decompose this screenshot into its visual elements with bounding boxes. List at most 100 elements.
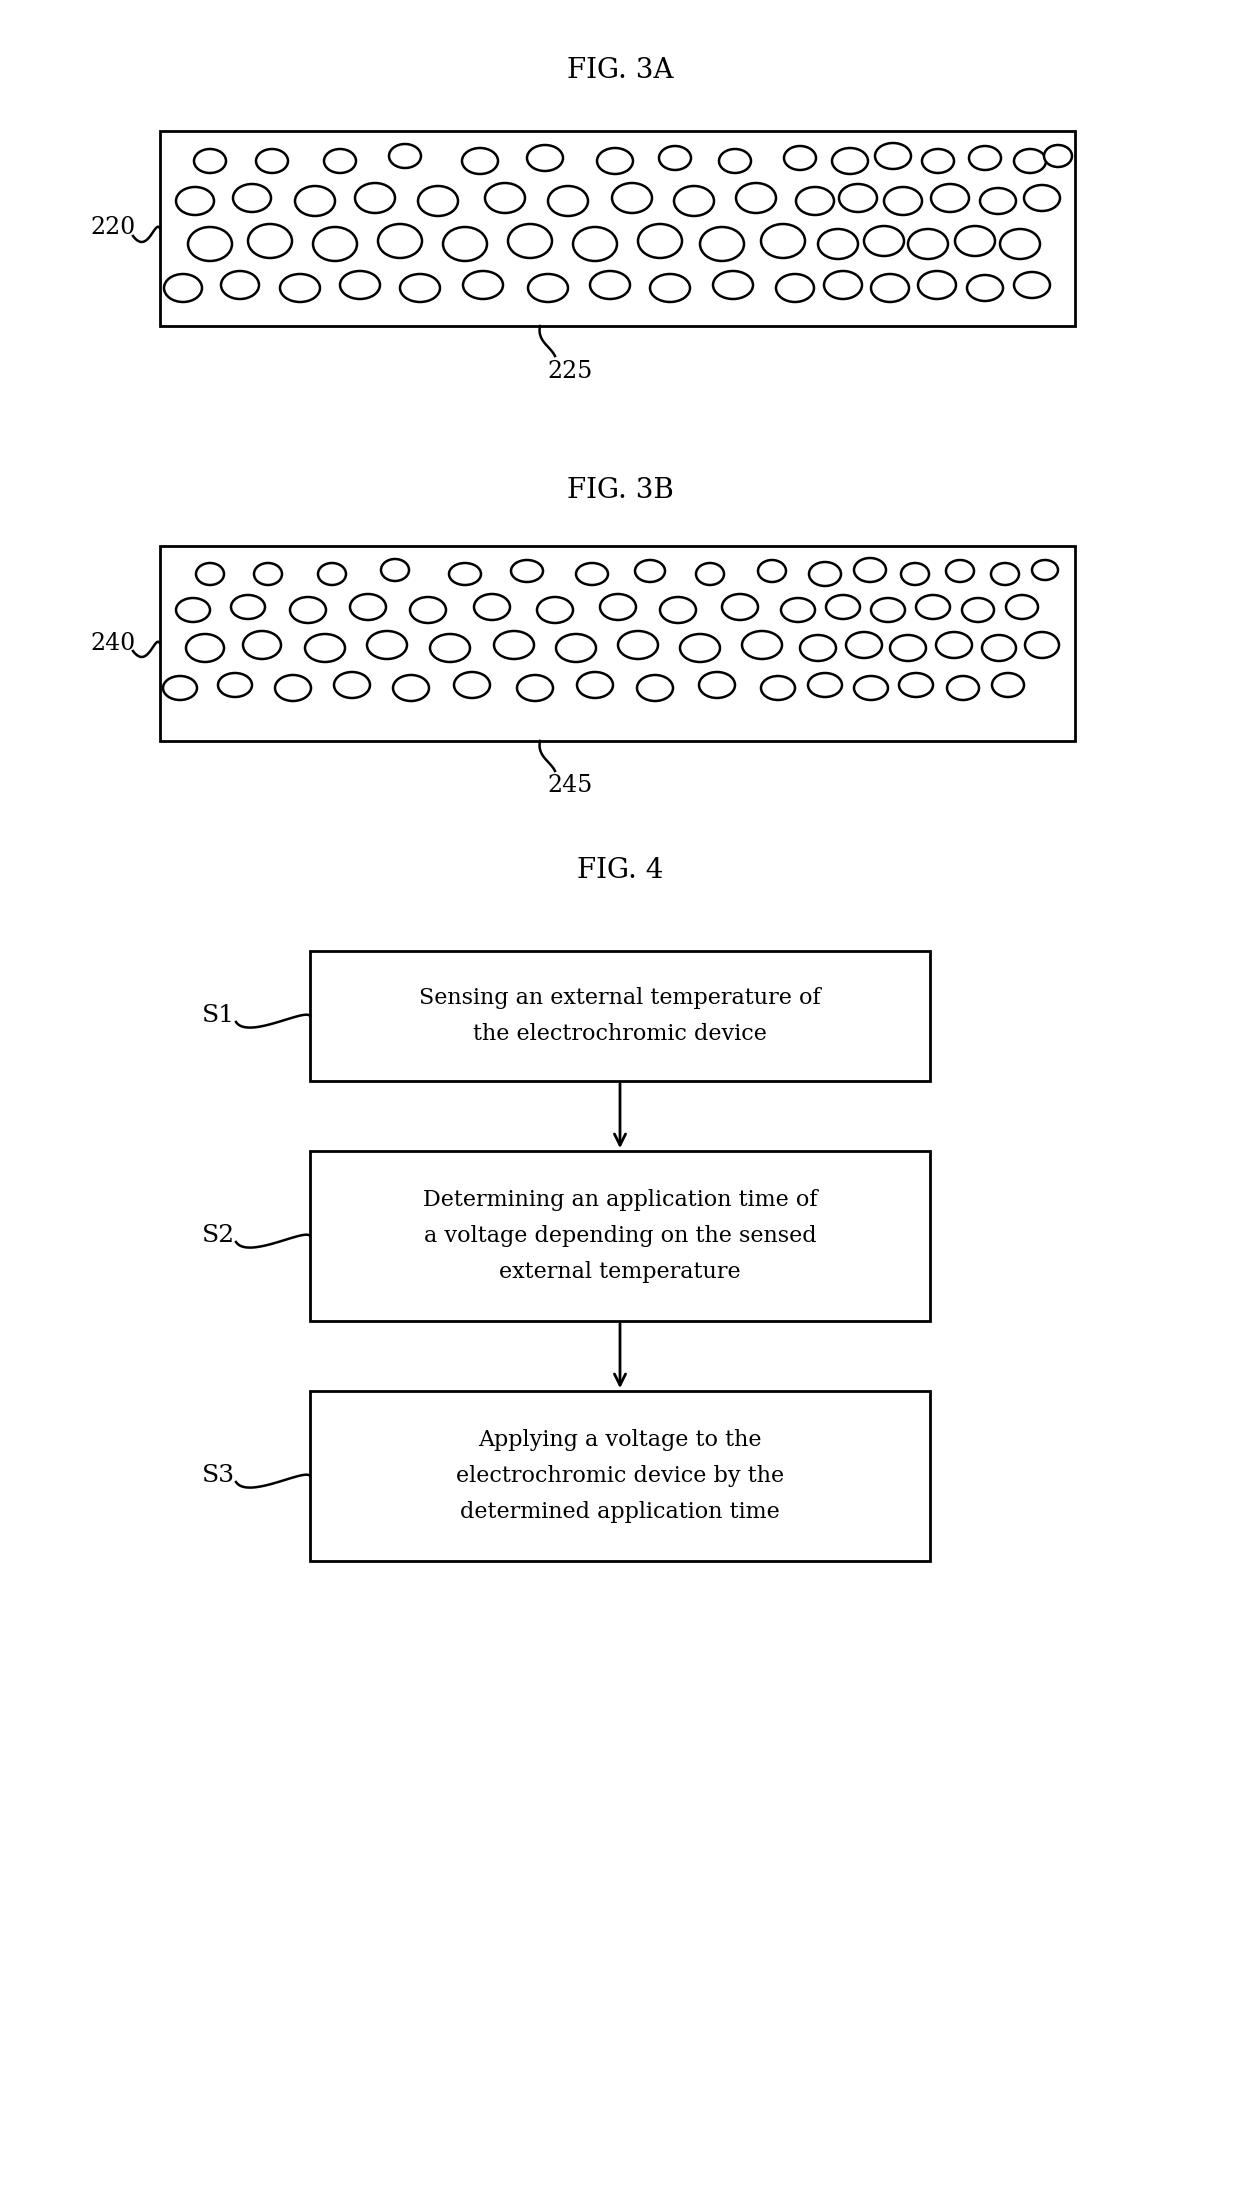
Ellipse shape bbox=[275, 675, 311, 701]
Ellipse shape bbox=[839, 184, 877, 213]
Ellipse shape bbox=[846, 631, 882, 657]
Ellipse shape bbox=[719, 149, 751, 173]
Text: S1: S1 bbox=[201, 1003, 234, 1028]
Ellipse shape bbox=[832, 149, 868, 173]
Ellipse shape bbox=[218, 673, 252, 697]
Ellipse shape bbox=[639, 223, 682, 259]
Ellipse shape bbox=[280, 274, 320, 302]
Ellipse shape bbox=[946, 561, 973, 583]
Ellipse shape bbox=[254, 563, 281, 585]
Ellipse shape bbox=[511, 561, 543, 583]
Ellipse shape bbox=[635, 561, 665, 583]
Ellipse shape bbox=[1044, 145, 1073, 167]
Ellipse shape bbox=[255, 149, 288, 173]
Ellipse shape bbox=[980, 188, 1016, 215]
Ellipse shape bbox=[818, 230, 858, 259]
Ellipse shape bbox=[176, 186, 215, 215]
Ellipse shape bbox=[176, 598, 210, 622]
Bar bbox=[310, 951, 930, 1080]
Ellipse shape bbox=[527, 145, 563, 171]
Ellipse shape bbox=[870, 598, 905, 622]
Ellipse shape bbox=[713, 272, 753, 298]
Ellipse shape bbox=[485, 184, 525, 213]
Ellipse shape bbox=[1014, 149, 1047, 173]
Ellipse shape bbox=[517, 675, 553, 701]
Ellipse shape bbox=[162, 677, 197, 699]
Ellipse shape bbox=[675, 186, 714, 217]
Ellipse shape bbox=[968, 147, 1001, 171]
Ellipse shape bbox=[999, 230, 1040, 259]
Ellipse shape bbox=[410, 596, 446, 622]
Ellipse shape bbox=[454, 673, 490, 699]
Ellipse shape bbox=[699, 673, 735, 699]
Ellipse shape bbox=[577, 673, 613, 699]
Ellipse shape bbox=[1025, 631, 1059, 657]
Ellipse shape bbox=[870, 274, 909, 302]
Ellipse shape bbox=[947, 677, 980, 699]
Ellipse shape bbox=[393, 675, 429, 701]
Ellipse shape bbox=[600, 594, 636, 620]
Ellipse shape bbox=[350, 594, 386, 620]
Text: Sensing an external temperature of
the electrochromic device: Sensing an external temperature of the e… bbox=[419, 988, 821, 1045]
Ellipse shape bbox=[992, 673, 1024, 697]
Ellipse shape bbox=[401, 274, 440, 302]
Ellipse shape bbox=[923, 149, 954, 173]
Ellipse shape bbox=[596, 149, 632, 173]
Ellipse shape bbox=[474, 594, 510, 620]
Ellipse shape bbox=[295, 186, 335, 217]
Text: FIG. 3B: FIG. 3B bbox=[567, 478, 673, 504]
Ellipse shape bbox=[784, 147, 816, 171]
Ellipse shape bbox=[761, 677, 795, 699]
Ellipse shape bbox=[508, 223, 552, 259]
Ellipse shape bbox=[916, 596, 950, 620]
Ellipse shape bbox=[650, 274, 689, 302]
Ellipse shape bbox=[573, 228, 618, 261]
Ellipse shape bbox=[186, 633, 224, 662]
Ellipse shape bbox=[982, 635, 1016, 662]
Ellipse shape bbox=[233, 184, 272, 213]
Ellipse shape bbox=[680, 633, 720, 662]
Text: FIG. 4: FIG. 4 bbox=[577, 857, 663, 885]
Ellipse shape bbox=[248, 223, 291, 259]
Ellipse shape bbox=[243, 631, 281, 659]
Ellipse shape bbox=[908, 230, 949, 259]
Ellipse shape bbox=[658, 147, 691, 171]
Text: Applying a voltage to the
electrochromic device by the
determined application ti: Applying a voltage to the electrochromic… bbox=[456, 1429, 784, 1523]
Ellipse shape bbox=[1014, 272, 1050, 298]
Ellipse shape bbox=[1024, 184, 1060, 210]
Ellipse shape bbox=[901, 563, 929, 585]
Ellipse shape bbox=[890, 635, 926, 662]
Ellipse shape bbox=[758, 561, 786, 583]
Ellipse shape bbox=[389, 145, 422, 169]
Ellipse shape bbox=[955, 226, 994, 256]
Text: 220: 220 bbox=[91, 217, 135, 239]
Ellipse shape bbox=[590, 272, 630, 298]
Ellipse shape bbox=[884, 186, 923, 215]
Ellipse shape bbox=[899, 673, 932, 697]
Ellipse shape bbox=[875, 142, 911, 169]
Ellipse shape bbox=[196, 563, 224, 585]
Ellipse shape bbox=[800, 635, 836, 662]
Ellipse shape bbox=[660, 596, 696, 622]
Ellipse shape bbox=[188, 228, 232, 261]
Ellipse shape bbox=[808, 563, 841, 585]
Ellipse shape bbox=[967, 276, 1003, 300]
Ellipse shape bbox=[494, 631, 534, 659]
Ellipse shape bbox=[355, 184, 396, 213]
Ellipse shape bbox=[290, 596, 326, 622]
Text: FIG. 3A: FIG. 3A bbox=[567, 57, 673, 85]
Ellipse shape bbox=[367, 631, 407, 659]
Ellipse shape bbox=[221, 272, 259, 298]
Ellipse shape bbox=[312, 228, 357, 261]
Ellipse shape bbox=[463, 272, 503, 298]
Ellipse shape bbox=[231, 596, 265, 620]
Ellipse shape bbox=[808, 673, 842, 697]
Ellipse shape bbox=[931, 184, 968, 213]
Ellipse shape bbox=[742, 631, 782, 659]
Ellipse shape bbox=[449, 563, 481, 585]
Bar bbox=[310, 1391, 930, 1560]
Text: S3: S3 bbox=[201, 1464, 234, 1488]
Ellipse shape bbox=[430, 633, 470, 662]
Ellipse shape bbox=[991, 563, 1019, 585]
Ellipse shape bbox=[305, 633, 345, 662]
